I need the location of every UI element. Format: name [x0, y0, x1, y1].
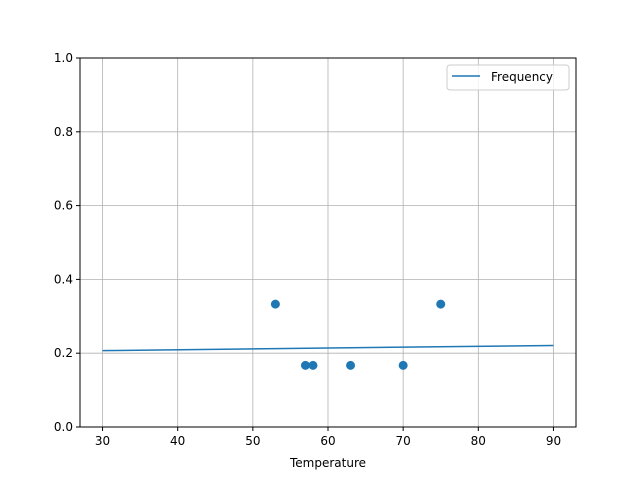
- x-tick-label: 60: [320, 434, 335, 448]
- scatter-point: [270, 299, 280, 309]
- y-tick-label: 0.6: [54, 199, 73, 213]
- y-tick-label: 1.0: [54, 51, 73, 65]
- scatter-point: [308, 360, 318, 370]
- scatter-point: [300, 360, 310, 370]
- y-tick-label: 0.8: [54, 125, 73, 139]
- series-line-frequency: [102, 344, 554, 352]
- scatter-point: [346, 360, 356, 370]
- x-tick-label: 30: [95, 434, 110, 448]
- scatter-point: [398, 360, 408, 370]
- legend-box: [446, 64, 570, 91]
- grid: [80, 57, 576, 428]
- legend-label: Frequency: [491, 70, 553, 84]
- x-tick-label: 40: [170, 434, 185, 448]
- x-axis-label: Temperature: [289, 456, 366, 470]
- x-tick-label: 80: [471, 434, 486, 448]
- x-tick-label: 70: [396, 434, 411, 448]
- ticks: 30 40 50 60 70 80 90 0.0 0.2 0.4 0.6 0.8 1.0: [54, 51, 561, 448]
- y-tick-label: 0.4: [54, 272, 73, 286]
- x-tick-label: 50: [245, 434, 260, 448]
- y-tick-label: 0.2: [54, 346, 73, 360]
- legend: Frequency: [446, 64, 570, 91]
- marks: [102, 299, 554, 370]
- x-tick-label: 90: [546, 434, 561, 448]
- scatter-point: [436, 299, 446, 309]
- y-tick-label: 0.0: [54, 420, 73, 434]
